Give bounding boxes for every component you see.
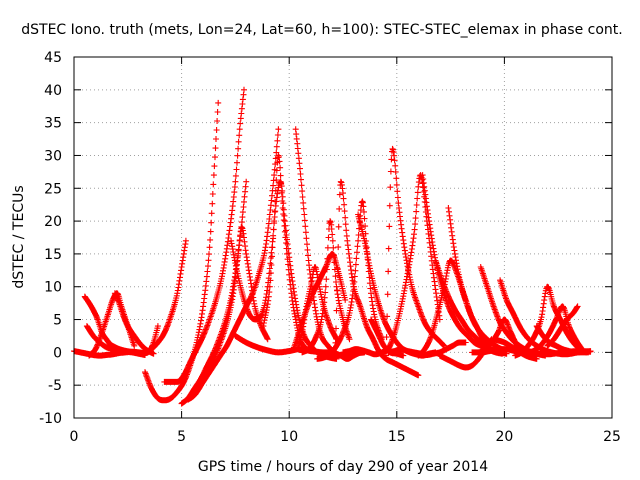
x-axis-ticks: 0 5 10 15 20 25 xyxy=(70,57,621,445)
series-37 xyxy=(490,336,540,362)
x-tick-label: 20 xyxy=(495,429,513,445)
x-tick-label: 5 xyxy=(177,429,186,445)
series-markers xyxy=(191,224,271,398)
series-markers xyxy=(161,86,247,385)
data-marks xyxy=(71,86,594,407)
y-tick-label: 0 xyxy=(53,345,62,361)
series-36 xyxy=(544,303,581,349)
chart-title: dSTEC Iono. truth (mets, Lon=24, Lat=60,… xyxy=(21,22,622,38)
series-12 xyxy=(260,152,310,353)
series-markers xyxy=(533,323,592,356)
series-markers xyxy=(185,126,282,403)
y-tick-label: -10 xyxy=(39,411,62,427)
series-9 xyxy=(191,224,271,398)
series-22 xyxy=(383,145,448,359)
series-markers xyxy=(111,290,157,357)
series-markers xyxy=(512,283,590,359)
y-tick-label: 20 xyxy=(44,214,62,230)
x-tick-label: 25 xyxy=(603,429,621,445)
y-tick-label: -5 xyxy=(48,378,62,394)
y-tick-label: 45 xyxy=(44,50,62,66)
y-tick-label: 30 xyxy=(44,148,62,164)
series-34 xyxy=(527,303,585,356)
y-tick-label: 40 xyxy=(44,83,62,99)
series-markers xyxy=(544,303,581,349)
y-tick-label: 15 xyxy=(44,247,62,263)
series-35 xyxy=(533,323,592,356)
x-tick-label: 0 xyxy=(70,429,79,445)
series-markers xyxy=(527,303,585,356)
y-tick-label: 35 xyxy=(44,116,62,132)
x-tick-label: 15 xyxy=(388,429,406,445)
series-markers xyxy=(490,336,540,362)
grid-lines xyxy=(74,57,612,418)
x-axis-label: GPS time / hours of day 290 of year 2014 xyxy=(198,459,488,475)
y-tick-label: 10 xyxy=(44,280,62,296)
series-4 xyxy=(111,290,157,357)
series-8 xyxy=(185,126,282,403)
y-tick-label: 25 xyxy=(44,181,62,197)
y-axis-ticks: -10 -5 0 5 10 15 20 25 30 35 40 45 xyxy=(39,50,612,427)
plot-border xyxy=(73,56,613,419)
series-6 xyxy=(161,86,247,385)
series-33 xyxy=(512,283,590,359)
y-tick-label: 5 xyxy=(53,313,62,329)
x-tick-label: 10 xyxy=(280,429,298,445)
y-axis-label: dSTEC / TECUs xyxy=(11,185,27,288)
series-markers xyxy=(383,145,448,359)
series-markers xyxy=(260,152,310,353)
